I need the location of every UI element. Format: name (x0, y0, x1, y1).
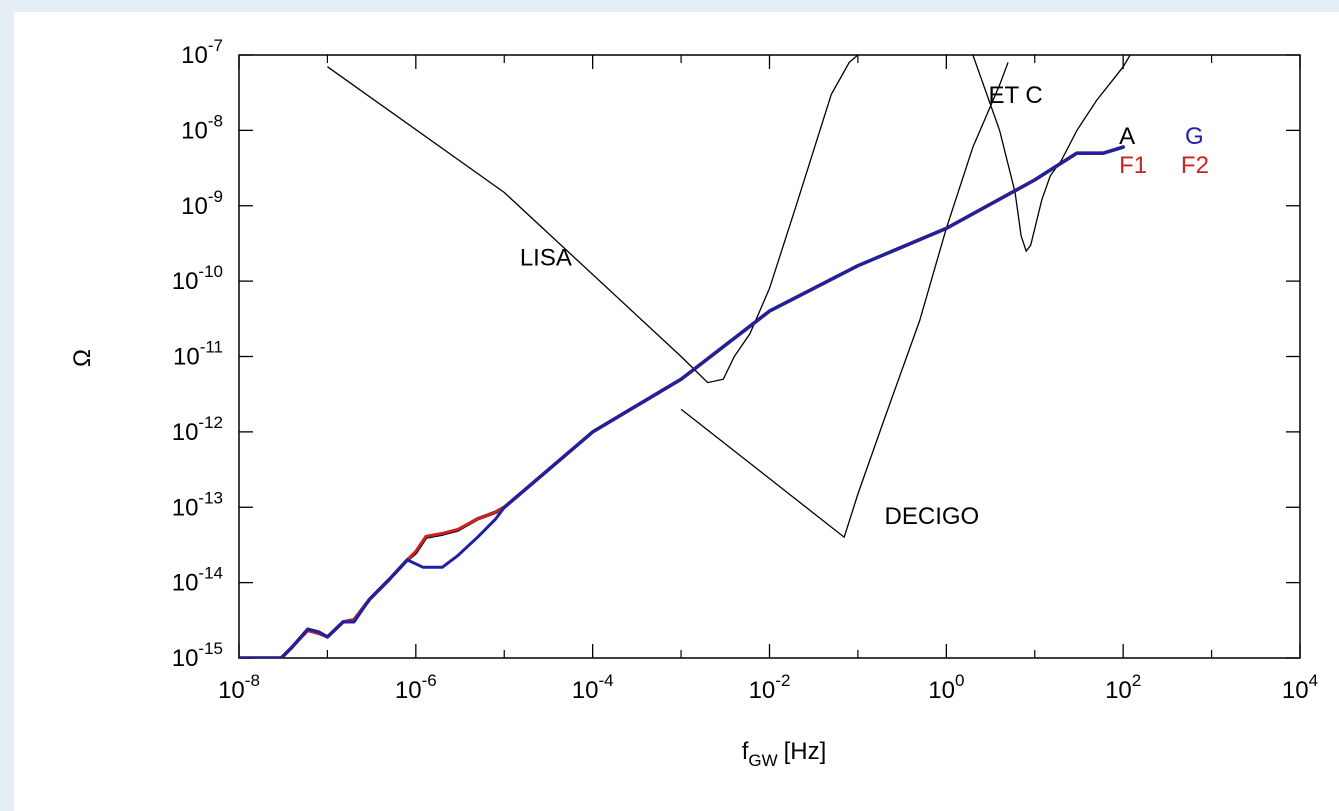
y-tick-label: 10-13 (172, 488, 223, 521)
label-lisa: LISA (520, 245, 572, 272)
y-tick-label: 10-9 (181, 187, 223, 220)
red-series-line (239, 145, 1125, 658)
x-tick-label: 10-8 (218, 671, 260, 704)
annotations: LISA DECIGO ET C A G F1 F2 (520, 82, 1209, 530)
y-tick-label: 10-11 (173, 338, 223, 371)
y-axis-title: Ω (69, 349, 96, 367)
x-axis-title-main: f (742, 738, 749, 765)
y-tick-label: 10-15 (172, 639, 223, 672)
chart-panel: 10-8 10-6 10-4 10-2 100 102 104 10-7 10-8 10-9 10-… (14, 12, 1339, 811)
label-f1: F1 (1119, 152, 1147, 179)
x-tick-label: 104 (1282, 671, 1318, 704)
label-et-c: ET C (989, 82, 1043, 109)
y-tick-label: 10-12 (172, 413, 223, 446)
blue-series-line (239, 145, 1125, 658)
x-tick-label: 100 (928, 671, 964, 704)
et-c-sensitivity-curve (972, 55, 1131, 253)
plot-curves (239, 55, 1131, 658)
lisa-sensitivity-curve (327, 55, 859, 384)
x-axis-title: fGW [Hz] (742, 738, 827, 770)
x-tick-label: 10-6 (395, 671, 437, 704)
y-tick-label: 10-10 (172, 262, 223, 295)
x-tick-label: 10-4 (572, 671, 614, 704)
tick-labels: 10-8 10-6 10-4 10-2 100 102 104 10-7 10-8 10-9 10-… (172, 36, 1318, 704)
x-axis-title-unit: [Hz] (784, 738, 827, 765)
label-decigo: DECIGO (885, 503, 980, 530)
y-tick-label: 10-14 (172, 564, 223, 597)
x-tick-label: 10-2 (749, 671, 791, 704)
y-tick-label: 10-7 (181, 36, 223, 69)
gw-spectrum-chart: 10-8 10-6 10-4 10-2 100 102 104 10-7 10-8 10-9 10-… (69, 36, 1318, 770)
x-axis-title-sub: GW (748, 751, 777, 770)
label-f2: F2 (1181, 152, 1209, 179)
label-a: A (1119, 123, 1135, 150)
axis-ticks (238, 54, 1301, 659)
black-series-line (239, 145, 1125, 658)
decigo-sensitivity-curve (680, 62, 1009, 539)
x-tick-label: 102 (1105, 671, 1141, 704)
label-g: G (1185, 123, 1204, 150)
y-tick-label: 10-8 (181, 111, 223, 144)
